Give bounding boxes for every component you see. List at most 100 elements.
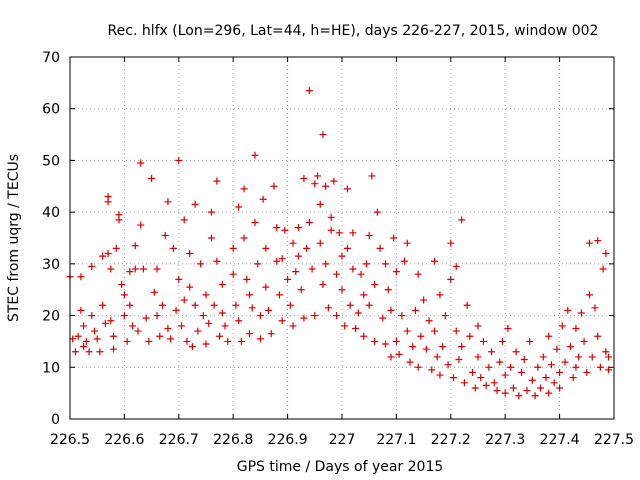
data-point <box>490 379 498 387</box>
data-point <box>338 252 346 260</box>
data-point <box>229 244 237 252</box>
data-point <box>303 244 311 252</box>
data-point <box>101 319 109 327</box>
data-point <box>392 268 400 276</box>
data-point <box>450 374 458 382</box>
data-point <box>197 260 205 268</box>
data-point <box>210 301 218 309</box>
data-point <box>297 286 305 294</box>
data-point <box>436 371 444 379</box>
chart-title: Rec. hlfx (Lon=296, Lat=44, h=HE), days … <box>108 23 599 39</box>
data-point <box>218 309 226 317</box>
data-point <box>594 332 602 340</box>
data-point <box>398 312 406 320</box>
data-point <box>403 239 411 247</box>
data-point <box>338 286 346 294</box>
data-point <box>235 317 243 325</box>
data-point <box>278 255 286 263</box>
data-point <box>430 257 438 265</box>
data-point <box>232 301 240 309</box>
data-point <box>96 348 104 356</box>
data-point <box>251 151 259 159</box>
data-point <box>316 200 324 208</box>
data-point <box>85 348 93 356</box>
data-point <box>564 306 572 314</box>
data-point <box>164 198 172 206</box>
data-point <box>349 265 357 273</box>
data-point <box>379 314 387 322</box>
data-point <box>531 392 539 400</box>
data-point <box>485 363 493 371</box>
data-point <box>120 312 128 320</box>
data-point <box>248 304 256 312</box>
data-point <box>596 363 604 371</box>
data-point <box>153 312 161 320</box>
data-point <box>569 374 577 382</box>
y-axis-label: STEC from uqrg / TECUs <box>6 154 22 322</box>
data-point <box>256 312 264 320</box>
data-point <box>324 304 332 312</box>
data-point <box>387 353 395 361</box>
data-point <box>575 353 583 361</box>
data-point <box>289 322 297 330</box>
x-tick-label: 226.7 <box>159 432 199 448</box>
data-point <box>316 239 324 247</box>
data-point <box>169 244 177 252</box>
data-point <box>110 345 118 353</box>
data-point <box>373 208 381 216</box>
x-tick-label: 227.1 <box>376 432 416 448</box>
data-point <box>270 182 278 190</box>
data-point <box>357 270 365 278</box>
data-point <box>71 348 79 356</box>
data-point <box>403 327 411 335</box>
data-point <box>444 361 452 369</box>
data-point <box>414 363 422 371</box>
data-point <box>520 356 528 364</box>
data-point <box>175 156 183 164</box>
data-point <box>547 361 555 369</box>
data-point <box>439 343 447 351</box>
data-point <box>572 363 580 371</box>
data-point <box>390 234 398 242</box>
data-point <box>566 343 574 351</box>
data-point <box>186 250 194 258</box>
data-point <box>422 345 430 353</box>
data-point <box>205 319 213 327</box>
data-point <box>482 381 490 389</box>
data-point <box>594 237 602 245</box>
data-point <box>528 376 536 384</box>
data-point <box>292 268 300 276</box>
x-tick-label: 227 <box>329 432 356 448</box>
data-point <box>180 216 188 224</box>
data-point <box>406 358 414 366</box>
data-point <box>99 252 107 260</box>
data-point <box>275 291 283 299</box>
data-point <box>343 244 351 252</box>
data-point <box>167 335 175 343</box>
data-point <box>156 332 164 340</box>
data-point <box>550 379 558 387</box>
data-point <box>354 309 362 317</box>
data-point <box>202 340 210 348</box>
y-tick-label: 50 <box>42 153 60 169</box>
data-point <box>605 353 613 361</box>
data-point <box>218 281 226 289</box>
data-point <box>273 257 281 265</box>
data-point <box>430 327 438 335</box>
data-point <box>246 330 254 338</box>
data-point <box>526 337 534 345</box>
data-point <box>129 322 137 330</box>
data-point <box>142 314 150 322</box>
data-point <box>131 242 139 250</box>
data-point <box>561 358 569 366</box>
data-point <box>420 296 428 304</box>
data-point <box>447 239 455 247</box>
y-tick-label: 60 <box>42 102 60 118</box>
data-point <box>428 366 436 374</box>
data-point <box>256 335 264 343</box>
data-point <box>504 325 512 332</box>
x-tick-label: 226.6 <box>104 432 144 448</box>
data-point <box>493 387 501 395</box>
data-point <box>376 244 384 252</box>
